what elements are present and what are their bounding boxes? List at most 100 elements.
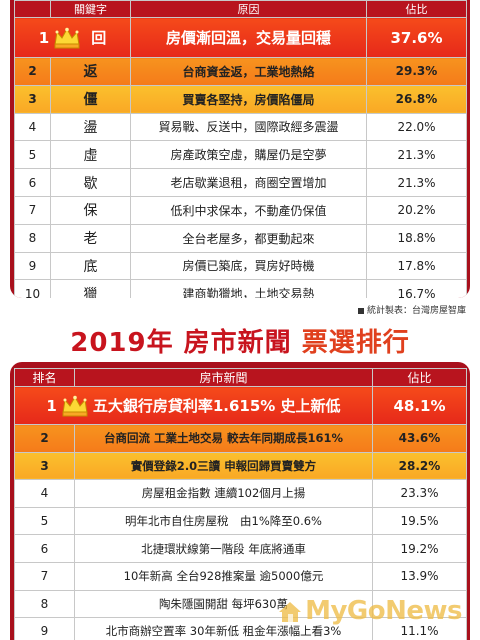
table-row: 1 回 房價漸回溫，交易量回穩 37.6% bbox=[14, 17, 467, 58]
watermark-text: MyGoNews bbox=[305, 596, 462, 626]
watermark-logo: MyGoNews bbox=[277, 596, 462, 626]
table-row: 5 明年北市自住房屋稅 由1%降至0.6% 19.5% bbox=[14, 506, 467, 536]
rank-cell: 1 回 bbox=[14, 17, 131, 58]
rank-number: 1 bbox=[38, 28, 50, 47]
title-word2: 票選排行 bbox=[301, 328, 410, 358]
keyword-cell: 老 bbox=[50, 223, 131, 253]
share-cell: 29.3% bbox=[366, 57, 467, 86]
news-cell: 陶朱隱園開甜 每坪630萬 bbox=[74, 589, 373, 619]
table-row: 2 台商回流 工業土地交易 較去年同期成長161% 43.6% bbox=[14, 424, 467, 453]
news-table: 排名 房市新聞 佔比 1 五大 bbox=[14, 368, 467, 640]
table-row: 3 實價登錄2.0三讀 申報回歸買賣雙方 28.2% bbox=[14, 451, 467, 481]
table-row: 8 陶朱隱園開甜 每坪630萬 bbox=[14, 589, 467, 619]
crown-icon bbox=[54, 27, 80, 48]
rank-cell: 4 bbox=[14, 479, 75, 508]
rank-cell: 6 bbox=[14, 534, 75, 563]
rank-cell: 4 bbox=[14, 112, 51, 142]
rank-cell: 8 bbox=[14, 223, 51, 253]
rank-cell: 2 bbox=[14, 57, 51, 86]
news-cell: 10年新高 全台928推案量 逾5000億元 bbox=[74, 561, 373, 591]
keyword-cell: 僵 bbox=[50, 84, 131, 114]
share-cell: 11.1% bbox=[372, 617, 467, 640]
rank-cell: 2 bbox=[14, 424, 75, 453]
source-text: 統計製表：台灣房屋智庫 bbox=[366, 306, 466, 316]
news-cell: 1 五大銀行房貸利率1.615% 史上新低 bbox=[14, 386, 373, 425]
rank-cell: 7 bbox=[14, 561, 75, 591]
keyword-table: 關鍵字 原因 佔比 1 回 bbox=[14, 0, 467, 298]
table-row: 7 10年新高 全台928推案量 逾5000億元 13.9% bbox=[14, 561, 467, 591]
news-panel: 排名 房市新聞 佔比 1 五大 bbox=[10, 362, 470, 640]
news-table-header: 排名 房市新聞 佔比 bbox=[14, 368, 467, 387]
table-row: 10 獵 建商勤獵地，土地交易熱 16.7% bbox=[14, 279, 467, 298]
source-note: 統計製表：台灣房屋智庫 bbox=[357, 303, 466, 316]
rank-cell: 10 bbox=[14, 279, 51, 298]
header-reason: 原因 bbox=[130, 0, 367, 18]
share-cell: 19.2% bbox=[372, 534, 467, 563]
table-row: 7 保 低利中求保本，不動產仍保值 20.2% bbox=[14, 195, 467, 225]
rank-cell: 3 bbox=[14, 451, 75, 481]
share-cell: 23.3% bbox=[372, 479, 467, 508]
rank-cell: 3 bbox=[14, 84, 51, 114]
reason-cell: 台商資金返，工業地熱絡 bbox=[130, 57, 367, 86]
news-cell: 北捷環狀線第一階段 年底將通車 bbox=[74, 534, 373, 563]
header-news: 房市新聞 bbox=[74, 368, 373, 387]
page-title: 2019年 房市新聞 票選排行 bbox=[0, 322, 480, 359]
news-cell: 房屋租金指數 連續102個月上揚 bbox=[74, 479, 373, 508]
reason-cell: 房價漸回溫，交易量回穩 bbox=[130, 17, 367, 58]
share-cell: 13.9% bbox=[372, 561, 467, 591]
keyword-cell: 虛 bbox=[50, 140, 131, 170]
share-cell: 20.2% bbox=[366, 195, 467, 225]
reason-cell: 全台老屋多，都更動起來 bbox=[130, 223, 367, 253]
rank-cell: 6 bbox=[14, 168, 51, 197]
keyword-cell: 歇 bbox=[50, 168, 131, 197]
share-cell: 22.0% bbox=[366, 112, 467, 142]
reason-cell: 貿易戰、反送中，國際政經多震盪 bbox=[130, 112, 367, 142]
table-row: 3 僵 買賣各堅持，房價陷僵局 26.8% bbox=[14, 84, 467, 114]
header-rank bbox=[14, 0, 51, 18]
rank-cell: 7 bbox=[14, 195, 51, 225]
share-cell: 48.1% bbox=[372, 386, 467, 425]
square-bullet-icon bbox=[357, 307, 364, 314]
title-year: 2019年 bbox=[70, 328, 174, 358]
keyword-cell: 保 bbox=[50, 195, 131, 225]
table-row: 6 歇 老店歇業退租，商圈空置增加 21.3% bbox=[14, 168, 467, 197]
share-cell: 19.5% bbox=[372, 506, 467, 536]
keyword-cell: 返 bbox=[50, 57, 131, 86]
keyword-cell: 底 bbox=[50, 251, 131, 281]
share-cell: 21.3% bbox=[366, 168, 467, 197]
news-text: 五大銀行房貸利率1.615% 史上新低 bbox=[92, 397, 341, 415]
table-row: 9 底 房價已築底，買房好時機 17.8% bbox=[14, 251, 467, 281]
reason-cell: 老店歇業退租，商圈空置增加 bbox=[130, 168, 367, 197]
share-cell: 21.3% bbox=[366, 140, 467, 170]
news-cell: 北市商辦空置率 30年新低 租金年漲幅上看3% bbox=[74, 617, 373, 640]
share-cell bbox=[372, 589, 467, 619]
keyword-cell: 盪 bbox=[50, 112, 131, 142]
share-cell: 28.2% bbox=[372, 451, 467, 481]
reason-cell: 房產政策空虛，購屋仍是空夢 bbox=[130, 140, 367, 170]
share-cell: 26.8% bbox=[366, 84, 467, 114]
reason-cell: 建商勤獵地，土地交易熱 bbox=[130, 279, 367, 298]
rank-cell: 8 bbox=[14, 589, 75, 619]
header-rank: 排名 bbox=[14, 368, 75, 387]
share-cell: 16.7% bbox=[366, 279, 467, 298]
rank-cell: 5 bbox=[14, 140, 51, 170]
house-icon bbox=[279, 601, 302, 622]
crown-icon bbox=[62, 395, 88, 416]
table-row: 8 老 全台老屋多，都更動起來 18.8% bbox=[14, 223, 467, 253]
reason-cell: 買賣各堅持，房價陷僵局 bbox=[130, 84, 367, 114]
table-row: 4 盪 貿易戰、反送中，國際政經多震盪 22.0% bbox=[14, 112, 467, 142]
keyword-cell: 回 bbox=[91, 29, 107, 47]
header-share: 佔比 bbox=[366, 0, 467, 18]
table-row: 6 北捷環狀線第一階段 年底將通車 19.2% bbox=[14, 534, 467, 563]
rank-cell: 5 bbox=[14, 506, 75, 536]
rank-cell: 9 bbox=[14, 617, 75, 640]
share-cell: 43.6% bbox=[372, 424, 467, 453]
table-row: 2 返 台商資金返，工業地熱絡 29.3% bbox=[14, 57, 467, 86]
keyword-table-header: 關鍵字 原因 佔比 bbox=[14, 0, 467, 18]
title-word1: 房市新聞 bbox=[183, 328, 292, 358]
share-cell: 37.6% bbox=[366, 17, 467, 58]
news-cell: 台商回流 工業土地交易 較去年同期成長161% bbox=[74, 424, 373, 453]
share-cell: 18.8% bbox=[366, 223, 467, 253]
reason-cell: 房價已築底，買房好時機 bbox=[130, 251, 367, 281]
table-row: 4 房屋租金指數 連續102個月上揚 23.3% bbox=[14, 479, 467, 508]
